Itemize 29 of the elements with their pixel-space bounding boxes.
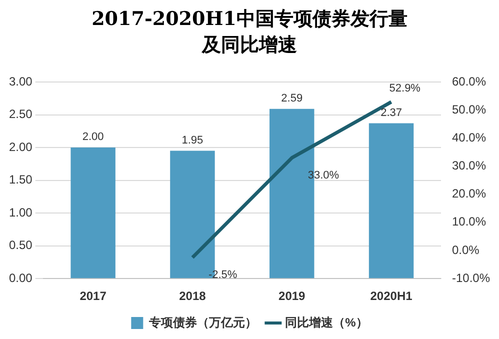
y-tick-label: 1.00: [8, 205, 33, 220]
y2-tick-label: 40.0%: [452, 130, 486, 144]
y2-tick-label: 10.0%: [452, 214, 486, 229]
legend-label: 专项债券（万亿元）: [148, 315, 258, 330]
data-label: 2.00: [82, 131, 104, 144]
bar: [368, 123, 414, 278]
data-label: 2.37: [380, 106, 402, 119]
x-tick-label: 2017: [80, 289, 107, 304]
y2-tick-label: -10.0%: [452, 270, 490, 285]
bar: [70, 148, 116, 278]
y2-tick-label: 30.0%: [452, 158, 486, 173]
y-tick-label: 0.50: [8, 238, 33, 252]
x-tick-label: 2018: [179, 289, 206, 304]
x-tick-label: 2020H1: [370, 289, 413, 304]
y-tick-label: 1.50: [8, 172, 33, 187]
y2-tick-label: 50.0%: [452, 102, 486, 116]
y-tick-label: 0.00: [8, 270, 33, 285]
data-label: 2.59: [281, 92, 303, 104]
y-tick-label: 2.00: [8, 140, 33, 154]
y-tick-label: 3.00: [8, 74, 33, 88]
data-label: 52.9%: [389, 82, 421, 94]
x-tick-label: 2019: [278, 289, 306, 304]
y-tick-label: 2.50: [8, 107, 33, 122]
y2-tick-label: 60.0%: [452, 74, 486, 88]
legend-label: 同比增速（%）: [285, 315, 368, 330]
y2-tick-label: 20.0%: [452, 186, 486, 201]
chart-title: 2017-2020H1中国专项债券发行量及同比增速: [90, 7, 408, 58]
data-label: 1.95: [182, 134, 204, 146]
y2-tick-label: 0.0%: [452, 242, 480, 257]
